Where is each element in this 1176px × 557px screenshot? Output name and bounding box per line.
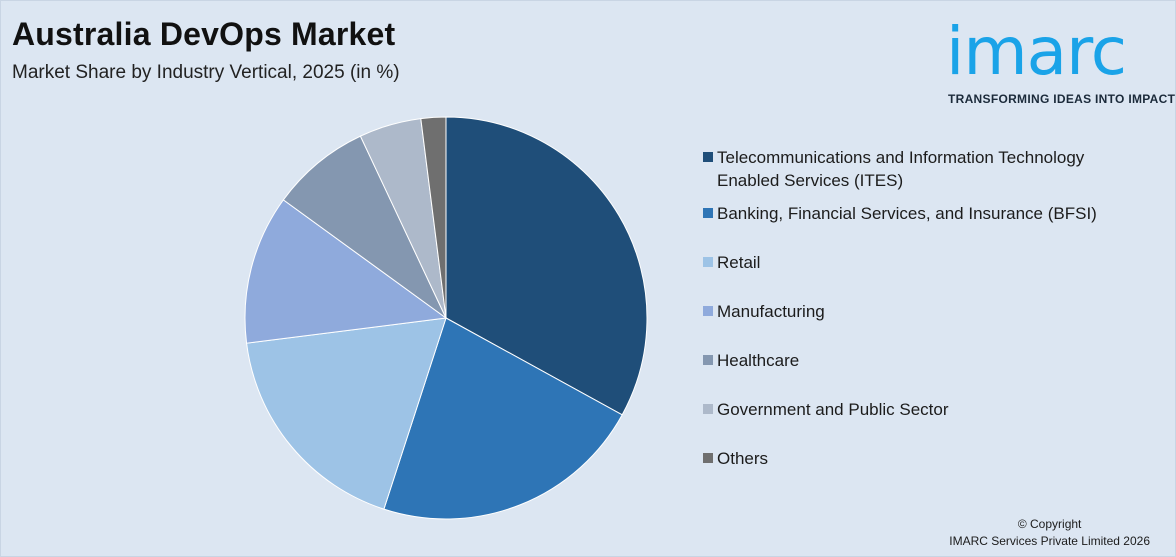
legend-label: Government and Public Sector: [717, 400, 949, 419]
legend-swatch: [703, 306, 713, 316]
legend-label: Retail: [717, 253, 761, 272]
chart-legend: Telecommunications and Information Techn…: [703, 146, 1143, 470]
pie-slice-4: [244, 199, 448, 344]
legend-swatch: [703, 257, 713, 267]
copyright-line-1: © Copyright: [1017, 517, 1082, 531]
legend-swatch: [703, 355, 713, 365]
logo-tagline: TRANSFORMING IDEAS INTO IMPACT: [948, 92, 1176, 106]
legend-item-1: Telecommunications and Information Techn…: [703, 146, 1143, 192]
chart-subtitle: Market Share by Industry Vertical, 2025 …: [12, 62, 400, 83]
legend-item-3: Retail: [703, 251, 1143, 274]
legend-label: Banking, Financial Services, and Insuran…: [717, 204, 1097, 223]
legend-swatch: [703, 152, 713, 162]
pie-slice-2: [383, 317, 623, 520]
copyright-line-2: IMARC Services Private Limited 2026: [949, 534, 1150, 548]
legend-label: Telecommunications and Information Techn…: [717, 148, 1085, 190]
chart-title: Australia DevOps Market: [12, 16, 396, 52]
pie-slice-3: [246, 317, 447, 510]
legend-item-5: Healthcare: [703, 349, 1143, 372]
legend-label: Manufacturing: [717, 302, 825, 321]
legend-swatch: [703, 208, 713, 218]
legend-label: Others: [717, 449, 769, 468]
legend-swatch: [703, 404, 713, 414]
pie-slice-5: [282, 135, 447, 319]
imarc-logo: imarc TRANSFORMING IDEAS INTO IMPACT: [946, 12, 1176, 108]
legend-item-4: Manufacturing: [703, 300, 1143, 323]
legend-item-2: Banking, Financial Services, and Insuran…: [703, 202, 1143, 225]
copyright-notice: © Copyright IMARC Services Private Limit…: [949, 516, 1150, 550]
pie-slice-1: [445, 116, 648, 416]
legend-item-6: Government and Public Sector: [703, 398, 1143, 421]
logo-wordmark: imarc: [946, 13, 1127, 90]
legend-label: Healthcare: [717, 351, 800, 370]
legend-item-7: Others: [703, 447, 1143, 470]
pie-slice-7: [420, 116, 447, 319]
legend-swatch: [703, 453, 713, 463]
